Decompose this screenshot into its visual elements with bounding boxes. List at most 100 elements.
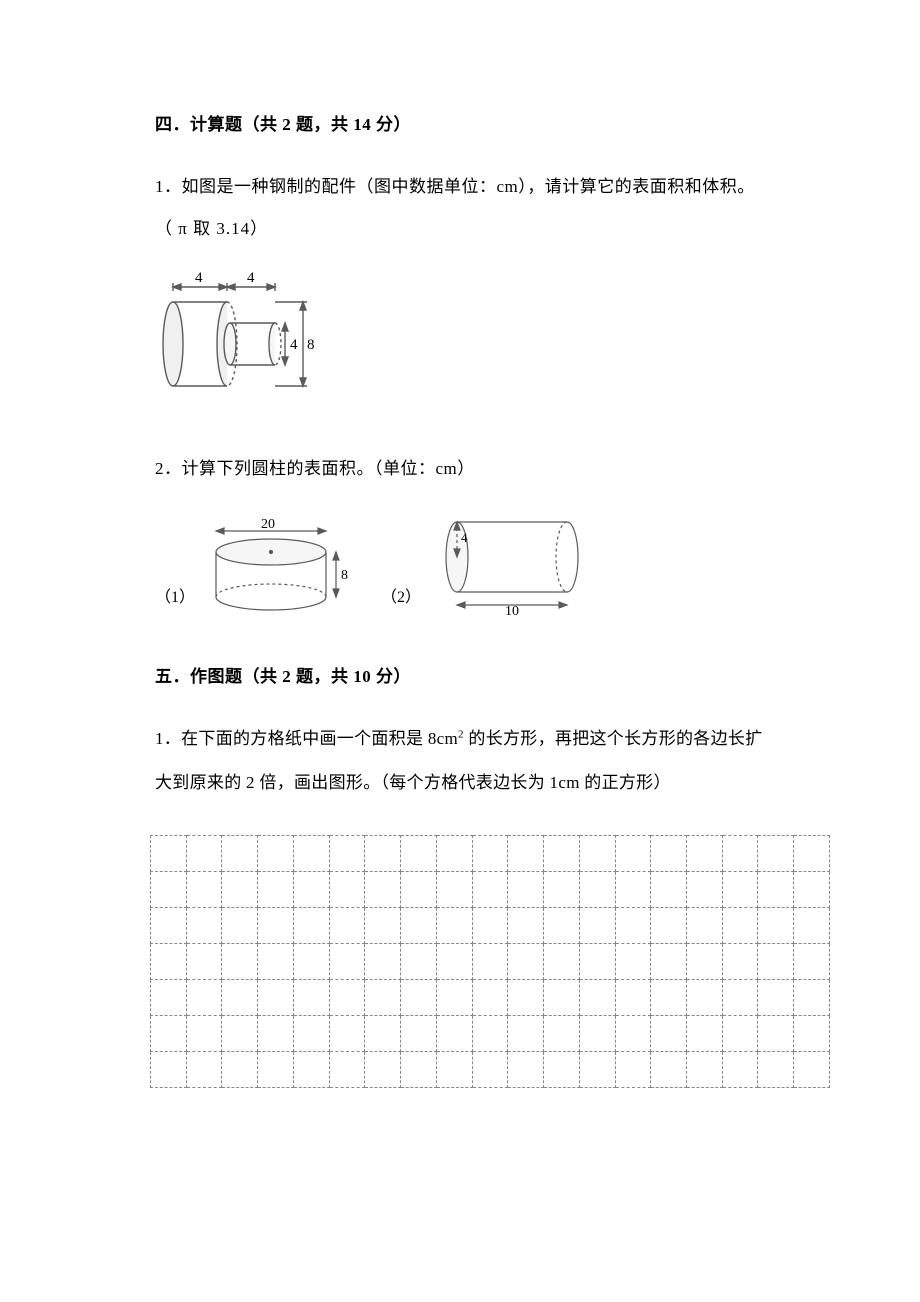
grid-cell [436, 1016, 472, 1052]
grid-cell [472, 980, 508, 1016]
grid-cell [722, 1052, 758, 1088]
grid-cell [401, 908, 437, 944]
grid-cell [794, 872, 830, 908]
q4-2-text: 2．计算下列圆柱的表面积。（单位：cm） [155, 454, 770, 479]
grid-cell [544, 908, 580, 944]
grid-cell [401, 836, 437, 872]
grid-cell [329, 908, 365, 944]
grid-cell [329, 1052, 365, 1088]
grid-cell [794, 836, 830, 872]
q4-2-2-bottom: 10 [505, 604, 519, 617]
grid-cell [186, 836, 222, 872]
grid-cell [436, 836, 472, 872]
grid-cell [758, 1052, 794, 1088]
grid-cell [472, 944, 508, 980]
grid-cell [794, 980, 830, 1016]
label-top-right: 4 [247, 270, 255, 286]
grid-cell [186, 980, 222, 1016]
grid-cell [508, 980, 544, 1016]
grid-cell [615, 944, 651, 980]
grid-cell [687, 836, 723, 872]
q4-2-1-figure: 20 8 [201, 517, 351, 617]
grid-cell [329, 1016, 365, 1052]
grid-cell [436, 944, 472, 980]
grid-cell [436, 1052, 472, 1088]
grid-cell [579, 1052, 615, 1088]
grid-cell [365, 980, 401, 1016]
grid-cell [222, 836, 258, 872]
grid-cell [722, 872, 758, 908]
grid-cell [365, 836, 401, 872]
grid-cell [615, 1016, 651, 1052]
grid-cell [651, 980, 687, 1016]
q4-2-figures: （1） 20 8 （2） [155, 507, 770, 617]
grid-cell [472, 1016, 508, 1052]
grid-cell [293, 980, 329, 1016]
grid-cell [687, 944, 723, 980]
label-right-outer: 8 [307, 337, 315, 353]
grid-cell [687, 872, 723, 908]
label-right-inner: 4 [290, 337, 298, 353]
grid-cell [186, 872, 222, 908]
grid-cell [508, 1016, 544, 1052]
grid-cell [794, 908, 830, 944]
grid-cell [436, 872, 472, 908]
grid-cell [508, 1052, 544, 1088]
grid-cell [758, 908, 794, 944]
grid-cell [293, 908, 329, 944]
grid-cell [651, 944, 687, 980]
grid-cell [544, 1052, 580, 1088]
grid-cell [544, 1016, 580, 1052]
grid-cell [401, 944, 437, 980]
q4-2-1-right: 8 [341, 568, 348, 583]
q4-1-text: 1．如图是一种钢制的配件（图中数据单位：cm），请计算它的表面积和体积。 [155, 167, 770, 206]
grid-cell [687, 980, 723, 1016]
grid-cell [472, 872, 508, 908]
q4-1-pi-note: （ π 取 3.14） [155, 214, 770, 239]
grid-cell [151, 980, 187, 1016]
grid-cell [222, 1016, 258, 1052]
grid-cell [258, 908, 294, 944]
grid-cell [508, 836, 544, 872]
grid-cell [794, 944, 830, 980]
grid-cell [151, 944, 187, 980]
grid-cell [472, 908, 508, 944]
grid-cell [758, 872, 794, 908]
grid-cell [651, 1016, 687, 1052]
q4-2-2-left: 4 [461, 530, 468, 545]
grid-cell [651, 1052, 687, 1088]
grid-cell [222, 908, 258, 944]
grid-cell [615, 908, 651, 944]
grid-cell [186, 908, 222, 944]
grid-cell [151, 872, 187, 908]
grid-cell [544, 980, 580, 1016]
grid-cell [687, 1016, 723, 1052]
grid-cell [401, 1052, 437, 1088]
grid-cell [401, 872, 437, 908]
grid-cell [186, 1016, 222, 1052]
grid-cell [258, 836, 294, 872]
grid-cell [365, 1016, 401, 1052]
grid-cell [544, 872, 580, 908]
grid-cell [579, 944, 615, 980]
q5-1-grid [150, 835, 830, 1088]
grid-cell [615, 980, 651, 1016]
q4-1-figure: 4 4 4 8 [155, 269, 770, 414]
q4-2-1-label: （1） [155, 583, 195, 617]
grid-cell [615, 872, 651, 908]
grid-cell [758, 836, 794, 872]
grid-cell [687, 1052, 723, 1088]
grid-cell [401, 1016, 437, 1052]
grid-cell [722, 908, 758, 944]
grid-cell [615, 1052, 651, 1088]
grid-cell [579, 872, 615, 908]
grid-cell [222, 980, 258, 1016]
grid-cell [651, 836, 687, 872]
grid-cell [258, 944, 294, 980]
grid-cell [258, 980, 294, 1016]
grid-cell [758, 980, 794, 1016]
grid-cell [365, 872, 401, 908]
grid-cell [329, 944, 365, 980]
grid-cell [365, 944, 401, 980]
grid-cell [329, 980, 365, 1016]
